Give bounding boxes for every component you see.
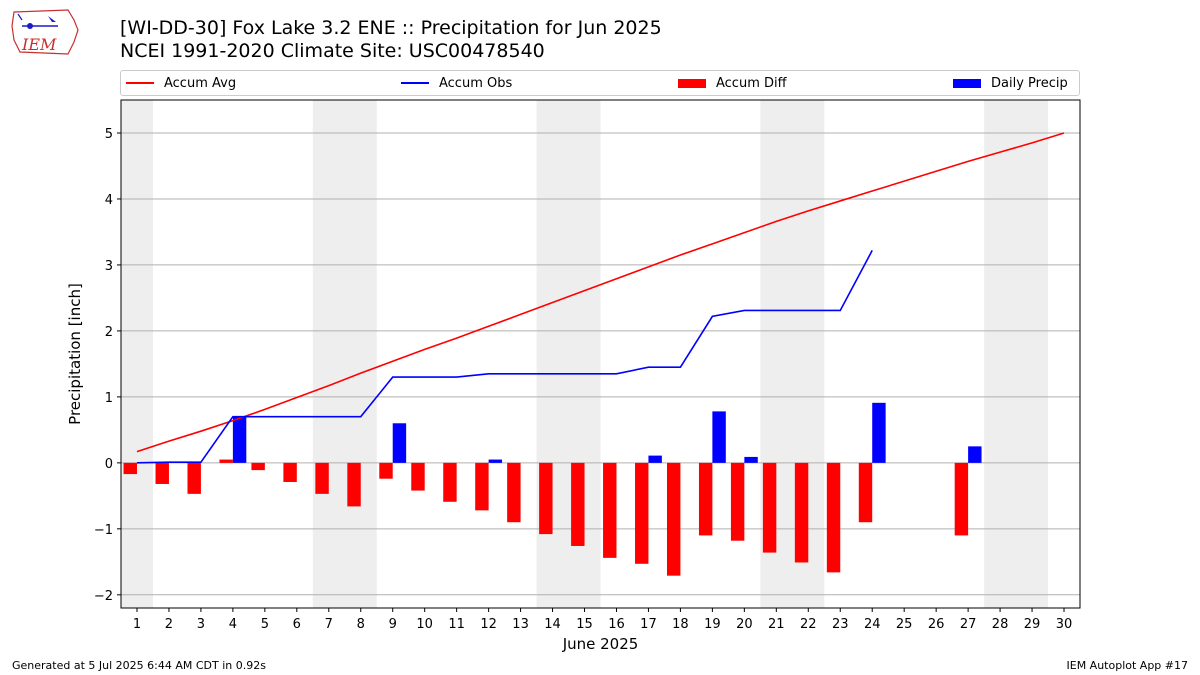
y-tick-label: 4: [105, 193, 113, 208]
x-tick-label: 22: [800, 617, 817, 632]
line-accum-avg: [136, 132, 1065, 453]
x-tick-label: 18: [672, 617, 689, 632]
bar-accum-diff-17: [635, 462, 649, 564]
legend-label-accum-obs: Accum Obs: [439, 75, 513, 91]
x-tick-label: 28: [992, 617, 1009, 632]
x-tick-label: 9: [389, 617, 397, 632]
bar-daily-precip-20: [744, 456, 758, 463]
svg-text:IEM: IEM: [21, 35, 57, 54]
x-tick-label: 29: [1024, 617, 1041, 632]
bar-accum-diff-9: [379, 462, 393, 479]
bar-accum-diff-23: [826, 462, 841, 573]
footer-app: IEM Autoplot App #17: [1066, 659, 1189, 672]
bar-accum-diff-16: [603, 462, 617, 558]
bar-accum-diff-7: [315, 462, 329, 494]
y-tick-label: 1: [105, 391, 113, 406]
x-tick-label: 20: [736, 617, 753, 632]
x-tick-label: 27: [960, 617, 977, 632]
x-tick-label: 11: [448, 617, 465, 632]
bar-accum-diff-15: [571, 462, 585, 546]
bar-accum-diff-21: [762, 462, 777, 553]
bar-accum-diff-20: [730, 462, 745, 541]
bar-accum-diff-13: [507, 462, 521, 523]
bar-accum-diff-1: [123, 462, 137, 475]
y-tick-label: 2: [105, 325, 113, 340]
bar-daily-precip-4: [232, 417, 247, 463]
x-tick-label: 25: [896, 617, 913, 632]
iem-logo: IEM: [11, 9, 79, 55]
bar-daily-precip-19: [712, 411, 726, 463]
bar-accum-diff-27: [954, 462, 969, 536]
x-tick-label: 13: [512, 617, 529, 632]
y-tick-label: 5: [105, 127, 113, 142]
weekend-shade-0: [121, 100, 153, 608]
legend-swatch-daily-precip: [953, 78, 981, 88]
x-axis-label: June 2025: [562, 635, 639, 653]
y-tick-label: −1: [94, 523, 113, 538]
x-tick-label: 14: [544, 617, 561, 632]
x-tick-label: 1: [133, 617, 141, 632]
x-tick-label: 30: [1056, 617, 1073, 632]
legend-item-accum-diff: Accum Diff: [678, 71, 787, 95]
x-tick-label: 26: [928, 617, 945, 632]
x-tick-label: 7: [325, 617, 333, 632]
y-tick-label: −2: [94, 589, 113, 604]
x-tick-label: 8: [357, 617, 365, 632]
chart-title: [WI-DD-30] Fox Lake 3.2 ENE :: Precipita…: [120, 17, 662, 39]
legend-label-accum-avg: Accum Avg: [164, 75, 237, 91]
y-axis-label: Precipitation [inch]: [66, 283, 84, 425]
weekend-shade-1: [312, 100, 377, 608]
x-tick-label: 19: [704, 617, 721, 632]
x-tick-label: 10: [416, 617, 433, 632]
bar-accum-diff-12: [475, 462, 489, 511]
bar-daily-precip-17: [648, 455, 662, 463]
legend-item-accum-obs: Accum Obs: [401, 71, 512, 95]
x-tick-label: 23: [832, 617, 849, 632]
x-tick-label: 21: [768, 617, 785, 632]
x-tick-label: 15: [576, 617, 593, 632]
x-tick-label: 24: [864, 617, 881, 632]
footer-generated: Generated at 5 Jul 2025 6:44 AM CDT in 0…: [12, 659, 266, 672]
y-tick-label: 0: [105, 457, 113, 472]
x-tick-label: 16: [608, 617, 625, 632]
bar-accum-diff-22: [794, 462, 809, 563]
bar-accum-diff-2: [155, 462, 169, 484]
bar-daily-precip-24: [872, 402, 886, 463]
bar-accum-diff-14: [539, 462, 553, 535]
legend-swatch-accum-obs: [401, 82, 429, 84]
bar-daily-precip-12: [488, 459, 503, 463]
bar-accum-diff-4: [219, 459, 233, 463]
weekend-shade-4: [984, 100, 1049, 608]
legend-item-daily-precip: Daily Precip: [953, 71, 1068, 95]
x-tick-label: 6: [293, 617, 301, 632]
line-accum-obs: [136, 250, 873, 464]
bar-accum-diff-8: [347, 462, 361, 507]
legend-label-accum-diff: Accum Diff: [716, 75, 787, 91]
x-tick-label: 12: [480, 617, 497, 632]
chart-subtitle: NCEI 1991-2020 Climate Site: USC00478540: [120, 40, 545, 62]
legend: Accum Avg Accum Obs Accum Diff Daily Pre…: [120, 70, 1080, 96]
y-tick-label: 3: [105, 259, 113, 274]
legend-swatch-accum-diff: [678, 78, 706, 88]
bar-accum-diff-11: [443, 462, 457, 502]
bar-accum-diff-3: [187, 462, 201, 494]
bar-daily-precip-27: [968, 446, 982, 463]
bar-accum-diff-18: [666, 462, 681, 576]
bar-accum-diff-10: [411, 462, 425, 491]
legend-label-daily-precip: Daily Precip: [991, 75, 1068, 91]
legend-item-accum-avg: Accum Avg: [126, 71, 236, 95]
plot-frame: [120, 99, 1081, 609]
x-tick-label: 17: [640, 617, 657, 632]
legend-swatch-accum-avg: [126, 82, 154, 84]
bar-accum-diff-24: [858, 462, 873, 523]
x-tick-label: 3: [197, 617, 205, 632]
bar-accum-diff-5: [251, 462, 265, 471]
bar-accum-diff-19: [698, 462, 713, 536]
x-tick-label: 5: [261, 617, 269, 632]
x-tick-label: 2: [165, 617, 173, 632]
x-tick-label: 4: [229, 617, 237, 632]
bar-accum-diff-6: [283, 462, 297, 482]
bar-daily-precip-9: [392, 423, 407, 463]
